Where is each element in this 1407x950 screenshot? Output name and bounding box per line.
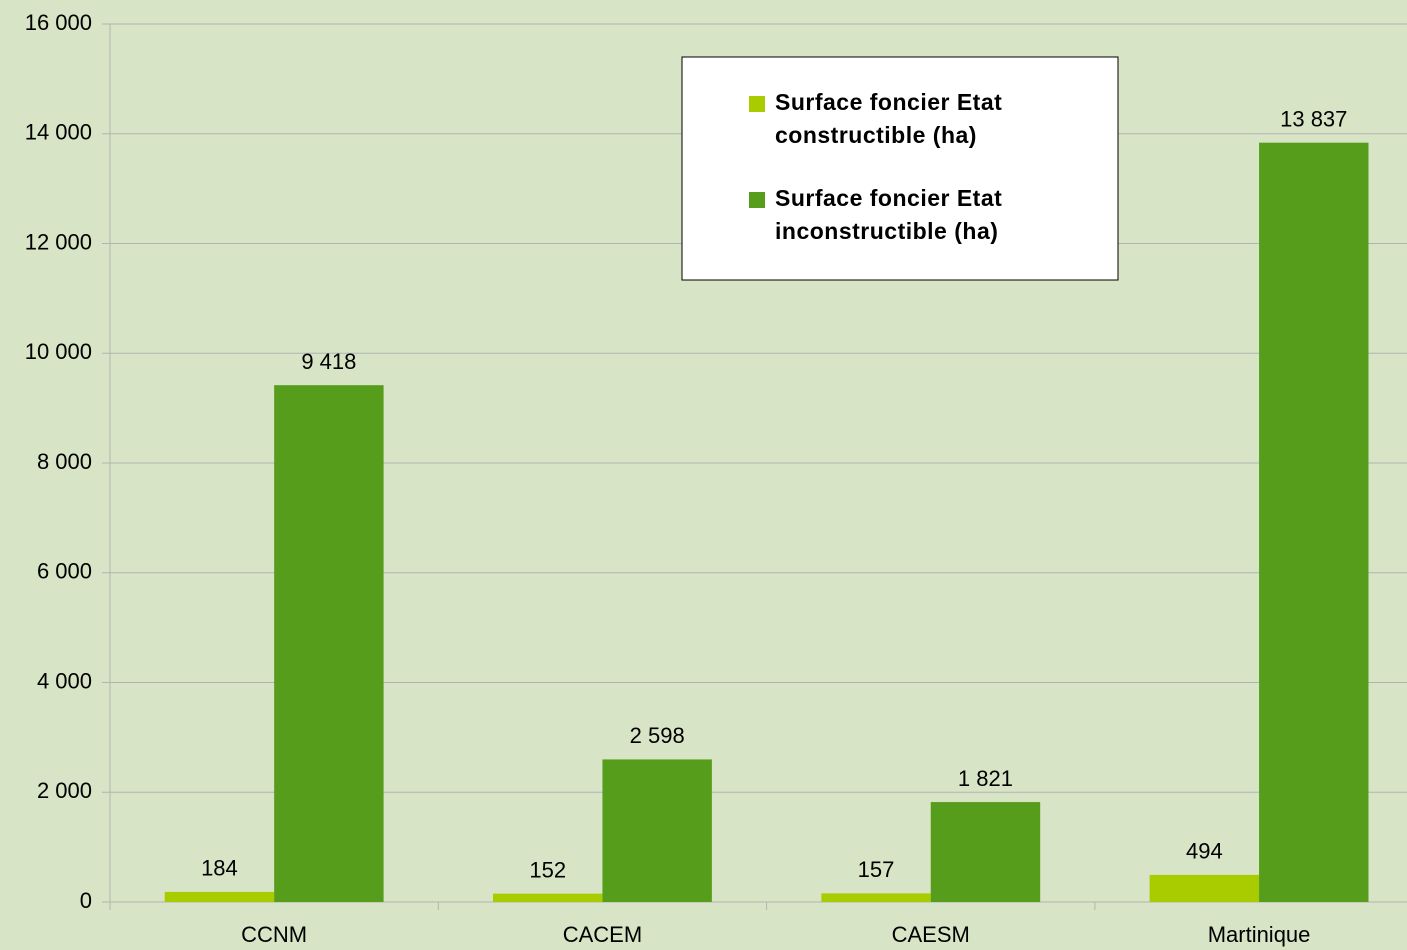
bar [1149,874,1260,902]
bar [164,891,275,902]
x-tick-label: CCNM [241,922,307,947]
bar [602,759,712,902]
legend-text: Surface foncier Etat constructible (ha) [775,89,1002,148]
data-label: 13 837 [1280,107,1347,132]
y-tick-label: 16 000 [25,10,92,35]
bar [1259,142,1369,902]
bar [493,893,603,902]
data-label: 2 598 [630,723,685,748]
y-tick-label: 2 000 [37,778,92,803]
data-label: 9 418 [301,349,356,374]
legend-text: Surface foncier Etat inconstructible (ha) [775,185,1002,244]
y-tick-label: 10 000 [25,339,92,364]
y-tick-label: 0 [80,888,92,913]
bar [930,802,1041,902]
legend: Surface foncier Etat constructible (ha) Su… [681,56,1119,281]
legend-swatch [749,96,765,112]
legend-swatch [749,192,765,208]
x-tick-label: CAESM [892,922,970,947]
data-label: 157 [858,857,895,882]
x-tick-label: CACEM [563,922,642,947]
legend-box [681,56,1119,281]
data-label: 152 [529,857,566,882]
y-tick-label: 6 000 [37,559,92,584]
y-tick-label: 4 000 [37,668,92,693]
y-tick-label: 12 000 [25,229,92,254]
x-tick-label: Martinique [1208,922,1311,947]
bar [274,385,384,902]
y-tick-label: 8 000 [37,449,92,474]
data-label: 494 [1186,839,1223,864]
y-tick-label: 14 000 [25,120,92,145]
data-label: 184 [201,856,238,881]
bar [821,893,931,902]
data-label: 1 821 [958,766,1013,791]
